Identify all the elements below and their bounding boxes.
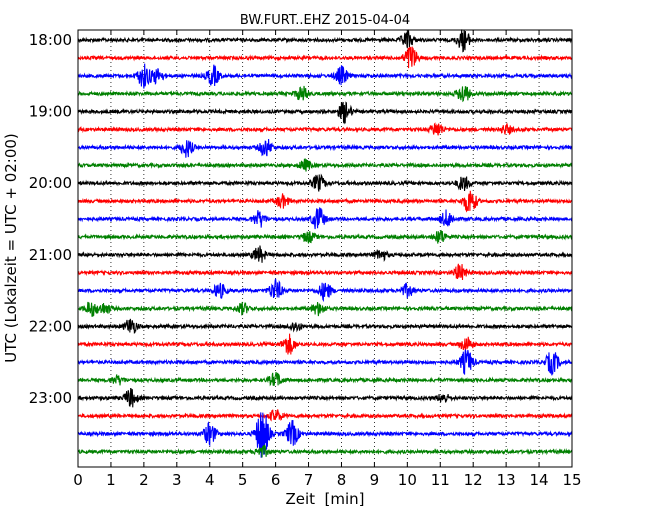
- x-tick-label: 14: [530, 471, 549, 489]
- x-axis-label: Zeit [min]: [285, 490, 364, 508]
- y-tick-label: 20:00: [29, 174, 72, 192]
- x-tick-label: 0: [73, 471, 83, 489]
- trace-2100: [77, 245, 573, 263]
- x-tick-label: 5: [238, 471, 248, 489]
- trace-1845: [77, 85, 573, 103]
- y-tick-label: 18:00: [29, 31, 72, 49]
- x-tick-label: 1: [106, 471, 116, 489]
- plot-frame: [77, 29, 573, 468]
- x-tick-label: 6: [271, 471, 281, 489]
- x-tick-label: 12: [464, 471, 483, 489]
- y-axis-label: UTC (Lokalzeit = UTC + 02:00): [2, 133, 20, 363]
- x-tick-label: 13: [497, 471, 516, 489]
- trace-1800: [77, 29, 573, 53]
- x-tick-label: 8: [337, 471, 347, 489]
- trace-2330: [77, 412, 573, 458]
- trace-2115: [77, 263, 573, 280]
- y-tick-label: 22:00: [29, 317, 72, 335]
- trace-2015: [77, 190, 573, 213]
- chart-title: BW.FURT..EHZ 2015-04-04: [240, 13, 410, 28]
- y-tick-label: 21:00: [29, 246, 72, 264]
- y-tick-label: 23:00: [29, 389, 72, 407]
- x-ticks: 0 1 2 3 4 5 6 7 8 9 10 11 12 13 14 15: [73, 30, 582, 489]
- trace-2245: [77, 371, 573, 387]
- x-tick-label: 15: [562, 471, 581, 489]
- trace-1930: [77, 139, 573, 158]
- trace-2000: [77, 173, 573, 192]
- trace-2045: [77, 229, 573, 244]
- x-tick-label: 4: [205, 471, 215, 489]
- trace-2300: [77, 388, 573, 408]
- trace-2230: [77, 349, 573, 376]
- y-tick-label: 19:00: [29, 103, 72, 121]
- trace-2315: [77, 409, 573, 422]
- trace-1945: [77, 158, 573, 172]
- trace-2130: [77, 278, 573, 303]
- trace-1830: [77, 63, 573, 89]
- trace-2215: [77, 333, 573, 355]
- trace-2200: [77, 318, 573, 334]
- trace-2145: [77, 301, 573, 317]
- trace-1915: [77, 122, 573, 136]
- x-tick-label: 10: [398, 471, 417, 489]
- x-tick-label: 7: [304, 471, 314, 489]
- trace-2345: [77, 444, 573, 458]
- x-tick-label: 11: [431, 471, 450, 489]
- x-tick-label: 2: [139, 471, 149, 489]
- x-tick-label: 9: [370, 471, 380, 489]
- trace-2030: [77, 207, 573, 230]
- traces-layer: [77, 29, 573, 458]
- grid-layer: [110, 30, 540, 467]
- trace-1900: [77, 101, 573, 125]
- y-ticks: 18:00 19:00 20:00 21:00 22:00 23:00: [29, 31, 572, 407]
- trace-1815: [77, 46, 573, 69]
- x-tick-label: 3: [172, 471, 182, 489]
